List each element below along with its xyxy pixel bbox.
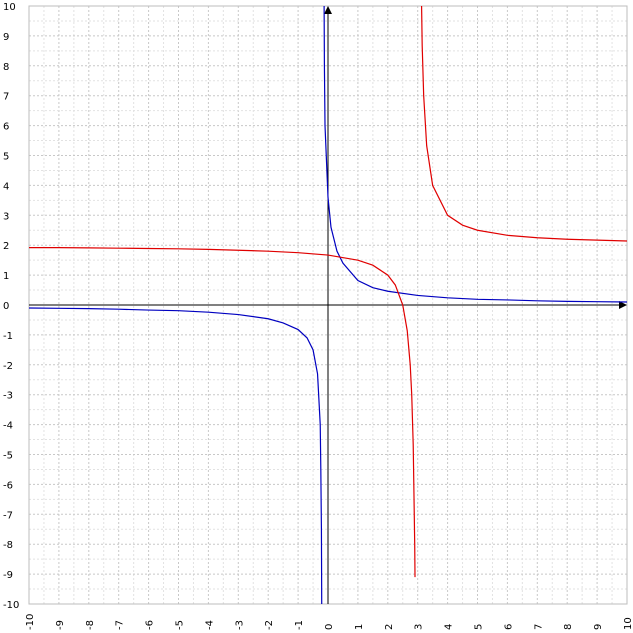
x-tick-label: 2 (384, 624, 395, 630)
x-tick-label: -8 (85, 620, 96, 630)
y-tick-label: 4 (3, 181, 9, 192)
x-tick-label: 10 (623, 617, 633, 630)
x-tick-label: -10 (25, 614, 36, 630)
series-2-branch-2 (420, 6, 627, 242)
x-tick-label: 1 (354, 624, 365, 630)
y-tick-label: -10 (3, 600, 19, 611)
x-tick-label: -9 (55, 620, 66, 630)
series-layer (29, 6, 627, 604)
y-tick-label: 5 (3, 152, 9, 163)
y-tick-label: 2 (3, 241, 9, 252)
y-tick-label: -5 (3, 451, 13, 462)
y-tick-label: 3 (3, 211, 9, 222)
x-tick-label: 7 (533, 624, 544, 630)
series-1-branch-1 (29, 307, 323, 604)
x-tick-label: -2 (264, 620, 275, 630)
x-tick-label: -6 (145, 620, 156, 630)
x-tick-label: -1 (294, 620, 305, 630)
x-tick-label: 4 (444, 624, 455, 630)
y-tick-label: -3 (3, 391, 13, 402)
x-tick-label: 9 (593, 624, 604, 630)
y-tick-label: 8 (3, 62, 9, 73)
y-tick-label: 6 (3, 122, 9, 133)
y-tick-label: -6 (3, 480, 13, 491)
y-tick-label: -1 (3, 331, 13, 342)
y-tick-label: 10 (3, 2, 16, 13)
y-tick-label: 9 (3, 32, 9, 43)
y-tick-label: 7 (3, 92, 9, 103)
x-tick-label: -7 (115, 620, 126, 630)
x-tick-label: -5 (175, 620, 186, 630)
x-tick-label: -3 (234, 620, 245, 630)
y-tick-label: -2 (3, 361, 13, 372)
x-axis-arrow-icon (619, 301, 627, 309)
y-tick-label: 0 (3, 301, 9, 312)
y-tick-label: -9 (3, 570, 13, 581)
y-tick-label: -4 (3, 421, 13, 432)
x-tick-label: 0 (324, 624, 335, 630)
y-tick-label: -8 (3, 540, 13, 551)
x-tick-label: 3 (414, 624, 425, 630)
axes (28, 5, 628, 605)
x-tick-label: 5 (474, 624, 485, 630)
x-tick-label: 6 (503, 624, 514, 630)
y-tick-label: 1 (3, 271, 9, 282)
y-axis-arrow-icon (324, 6, 332, 14)
series-2-branch-1 (29, 246, 416, 578)
x-tick-label: 8 (563, 624, 574, 630)
y-tick-label: -7 (3, 510, 13, 521)
x-tick-label: -4 (204, 620, 215, 630)
series-1-branch-2 (323, 6, 627, 303)
